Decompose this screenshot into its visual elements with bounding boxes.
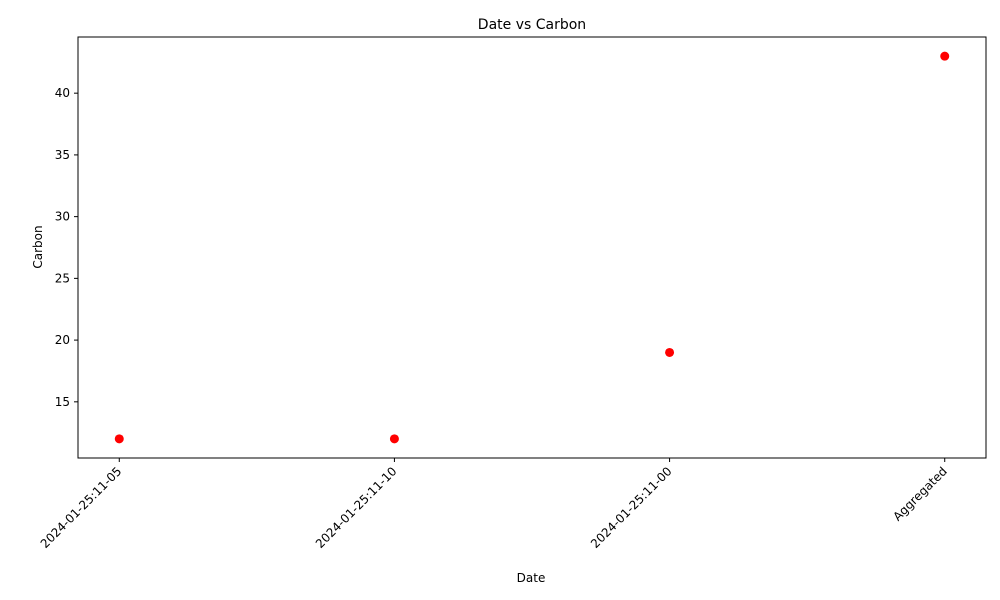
y-tick-label: 15: [55, 395, 70, 409]
y-tick-label: 35: [55, 148, 70, 162]
y-tick-label: 20: [55, 333, 70, 347]
y-tick-label: 40: [55, 86, 70, 100]
data-point: [389, 434, 399, 444]
y-axis-label: Carbon: [31, 225, 45, 268]
chart-title: Date vs Carbon: [478, 17, 586, 33]
data-point: [114, 434, 124, 444]
y-tick-label: 25: [55, 271, 70, 285]
x-axis-label: Date: [517, 571, 546, 585]
plot-frame: [77, 36, 987, 459]
data-point: [940, 51, 950, 61]
data-point: [665, 347, 675, 357]
y-tick-label: 30: [55, 210, 70, 224]
